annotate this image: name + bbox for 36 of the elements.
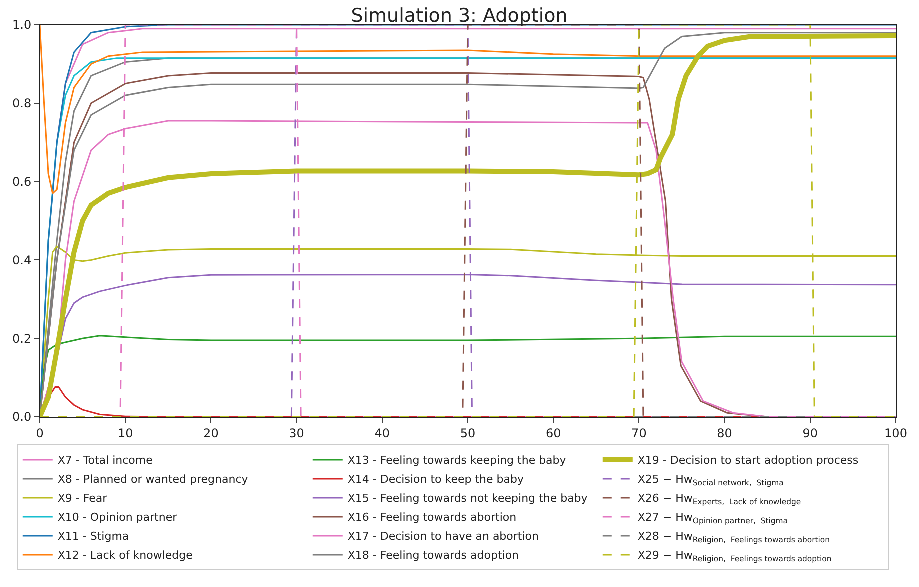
legend-label: X8 - Planned or wanted pregnancy — [58, 473, 249, 486]
y-tick-label: 0.0 — [12, 410, 32, 424]
legend-label: X10 - Opinion partner — [58, 511, 178, 524]
x-tick-label: 40 — [374, 426, 390, 440]
x-tick-label: 20 — [204, 426, 219, 440]
legend-label: X26 − Hw$_{Experts, Lack of knowledge}$ — [638, 492, 802, 507]
y-tick-label: 0.8 — [12, 96, 32, 111]
x-tick-label: 70 — [632, 426, 647, 440]
y-tick-label: 0.2 — [12, 332, 32, 346]
legend-label: X16 - Feeling towards abortion — [348, 511, 517, 524]
legend-label: X14 - Decision to keep the baby — [348, 473, 524, 486]
legend-label: X27 − Hw$_{Opinion partner, Stigma}$ — [638, 511, 788, 526]
x-tick-label: 50 — [460, 426, 476, 440]
legend-label: X7 - Total income — [58, 454, 154, 468]
legend-label: X25 − Hw$_{Social network, Stigma}$ — [638, 473, 784, 488]
x-tick-label: 10 — [118, 426, 134, 440]
legend-label: X18 - Feeling towards adoption — [348, 549, 520, 562]
legend-label: X15 - Feeling towards not keeping the baby — [348, 492, 588, 506]
legend-label: X28 − Hw$_{Religion, Feelings towards abortion}$ — [638, 530, 830, 545]
legend-label: X12 - Lack of knowledge — [58, 549, 194, 562]
x-tick-label: 80 — [717, 426, 732, 440]
x-tick-label: 30 — [289, 426, 304, 440]
x-tick-label: 0 — [36, 426, 44, 440]
chart-title: Simulation 3: Adoption — [351, 5, 568, 28]
legend-label: X11 - Stigma — [58, 530, 130, 544]
x-tick-label: 90 — [802, 426, 818, 440]
legend-label: X13 - Feeling towards keeping the baby — [348, 454, 567, 468]
legend-label: X29 − Hw$_{Religion, Feelings towards adoption}$ — [638, 549, 832, 564]
x-tick-label: 100 — [884, 426, 908, 440]
y-tick-label: 0.6 — [12, 175, 32, 189]
legend-label: X19 - Decision to start adoption process — [638, 454, 859, 468]
y-tick-label: 0.4 — [12, 253, 32, 268]
legend-label: X9 - Fear — [58, 492, 108, 506]
x-tick-label: 60 — [546, 426, 562, 440]
legend-label: X17 - Decision to have an abortion — [348, 530, 540, 544]
y-tick-label: 1.0 — [12, 18, 32, 32]
